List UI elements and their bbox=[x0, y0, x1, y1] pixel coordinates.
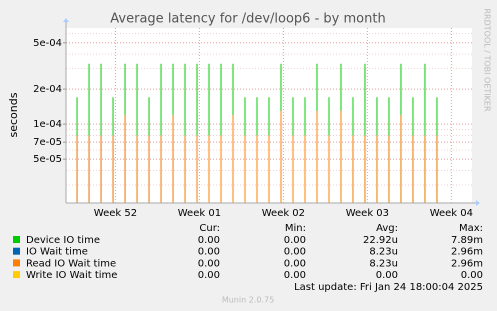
x-tick-label: Week 01 bbox=[178, 208, 221, 219]
legend-swatch bbox=[13, 259, 20, 267]
y-tick-label: 5e-05 bbox=[33, 154, 62, 165]
legend-swatch bbox=[13, 247, 20, 255]
last-update: Last update: Fri Jan 24 18:00:04 2025 bbox=[294, 282, 483, 293]
legend-stat: 7.89m bbox=[451, 235, 483, 246]
y-tick-label: 1e-04 bbox=[33, 119, 62, 130]
legend-header: Min: bbox=[285, 223, 306, 234]
legend-stat: 0.00 bbox=[198, 235, 220, 246]
legend-stat: 8.23u bbox=[369, 247, 398, 258]
x-tick-label: Week 03 bbox=[346, 208, 389, 219]
legend-stat: 8.23u bbox=[369, 258, 398, 269]
legend-stat: 0.00 bbox=[198, 270, 220, 281]
legend-label: Device IO time bbox=[26, 235, 100, 246]
axis-arrow bbox=[63, 18, 69, 22]
legend-header: Max: bbox=[459, 223, 483, 234]
legend-swatch bbox=[13, 236, 20, 243]
legend-header: Cur: bbox=[199, 223, 220, 234]
y-tick-label: 5e-04 bbox=[33, 38, 62, 49]
legend-stat: 0.00 bbox=[198, 247, 220, 258]
footer: Munin 2.0.75 bbox=[222, 296, 274, 305]
legend-stat: 0.00 bbox=[284, 258, 306, 269]
legend-label: Write IO Wait time bbox=[26, 270, 117, 281]
legend-stat: 0.00 bbox=[284, 270, 306, 281]
x-tick-label: Week 52 bbox=[94, 208, 137, 219]
legend-stat: 0.00 bbox=[284, 235, 306, 246]
legend-header: Avg: bbox=[376, 223, 398, 234]
chart-title: Average latency for /dev/loop6 - by mont… bbox=[110, 12, 385, 27]
legend-label: IO Wait time bbox=[26, 247, 88, 258]
legend-label: Read IO Wait time bbox=[26, 258, 116, 269]
legend-stat: 0.00 bbox=[198, 258, 220, 269]
x-tick-label: Week 02 bbox=[262, 208, 305, 219]
y-axis-label: seconds bbox=[7, 92, 20, 137]
legend-stat: 0.00 bbox=[376, 270, 398, 281]
y-tick-label: 2e-04 bbox=[33, 84, 62, 95]
side-text: RRDTOOL / TOBI OETIKER bbox=[483, 8, 492, 111]
axis-arrow bbox=[476, 200, 480, 206]
legend-swatch bbox=[13, 271, 20, 279]
x-tick-label: Week 04 bbox=[430, 208, 473, 219]
legend-stat: 2.96m bbox=[451, 247, 483, 258]
y-tick-label: 7e-05 bbox=[33, 137, 62, 148]
legend-stat: 22.92u bbox=[363, 235, 398, 246]
legend-stat: 2.96m bbox=[451, 258, 483, 269]
legend-stat: 0.00 bbox=[461, 270, 483, 281]
legend-stat: 0.00 bbox=[284, 247, 306, 258]
